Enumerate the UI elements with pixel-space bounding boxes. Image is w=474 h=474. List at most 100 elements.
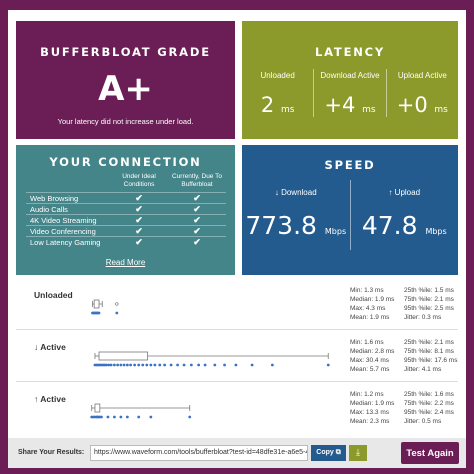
stat-median: Median: 1.9 ms <box>350 296 395 303</box>
connection-table: Under Ideal Conditions Currently, Due To… <box>26 173 226 247</box>
sample-point <box>223 363 226 367</box>
stat-jitter: Jitter: 0.5 ms <box>404 418 442 425</box>
check-icon: ✔ <box>193 204 201 214</box>
upload-label: ↑ Upload <box>388 188 421 197</box>
sample-point <box>145 363 149 367</box>
sample-point <box>197 363 201 367</box>
check-icon: ✔ <box>193 237 201 247</box>
row-label: Unloaded <box>34 290 73 300</box>
connection-title: YOUR CONNECTION <box>49 155 202 169</box>
stat-mean: Mean: 5.7 ms <box>350 366 390 373</box>
stat-max: Max: 13.3 ms <box>350 409 390 416</box>
sample-point <box>113 415 116 419</box>
sample-point <box>326 363 330 367</box>
sample-point <box>129 363 132 367</box>
latency-unit: ms <box>280 105 295 115</box>
results-page: BUFFERBLOAT GRADE A+ Your latency did no… <box>8 10 466 468</box>
sample-point <box>107 363 111 367</box>
sample-point <box>116 363 120 367</box>
copy-button[interactable]: Copy ⧉ <box>311 445 346 461</box>
connection-row: Low Latency Gaming ✔ ✔ <box>26 236 226 247</box>
sample-point <box>153 363 157 367</box>
stat-25th: 25th %ile: 1.6 ms <box>404 391 454 398</box>
grade-note: Your latency did not increase under load… <box>57 117 194 126</box>
latency-value: +4 <box>324 93 356 117</box>
sample-point <box>133 363 137 367</box>
read-more-link[interactable]: Read More <box>105 258 146 267</box>
check-icon: ✔ <box>193 215 201 225</box>
speed-download: ↓ Download 773.8 Mbps <box>242 180 350 250</box>
stat-25th: 25th %ile: 2.1 ms <box>404 339 454 346</box>
stat-jitter: Jitter: 4.1 ms <box>404 366 442 373</box>
stat-jitter: Jitter: 0.3 ms <box>404 314 442 321</box>
latency-unloaded: Unloaded 2 ms <box>242 69 313 117</box>
stat-mean: Mean: 2.3 ms <box>350 418 390 425</box>
download-icon[interactable]: ⤓ <box>349 445 367 461</box>
speed-title: SPEED <box>324 158 376 172</box>
activity-label: Video Conferencing <box>30 227 96 236</box>
latency-label: Download Active <box>320 71 380 80</box>
sample-point <box>169 363 173 367</box>
stat-mean: Mean: 1.9 ms <box>350 314 390 321</box>
stat-min: Min: 1.2 ms <box>350 391 384 398</box>
latency-unit: ms <box>362 105 376 115</box>
sample-point <box>270 363 274 367</box>
sample-point <box>113 363 116 367</box>
stat-75th: 75th %ile: 8.1 ms <box>404 348 454 355</box>
activity-label: Low Latency Gaming <box>30 238 101 247</box>
stat-75th: 75th %ile: 2.1 ms <box>404 296 454 303</box>
sample-point <box>141 363 145 367</box>
sample-point <box>213 363 217 367</box>
sample-point <box>250 363 254 367</box>
boxplot-download <box>93 351 330 367</box>
stat-median: Median: 2.8 ms <box>350 348 395 355</box>
sample-point <box>119 415 123 419</box>
latency-unit: ms <box>434 105 448 115</box>
sample-point <box>149 363 153 367</box>
check-icon: ✔ <box>135 215 143 225</box>
sample-point <box>176 363 179 367</box>
grade-title: BUFFERBLOAT GRADE <box>40 45 211 59</box>
latency-upload-active: Upload Active +0 ms <box>385 69 458 117</box>
latency-download-active: Download Active +4 ms <box>313 69 385 117</box>
speed-upload: ↑ Upload 47.8 Mbps <box>349 180 459 250</box>
activity-label: Web Browsing <box>30 194 79 203</box>
outlier-point <box>115 302 119 306</box>
test-again-button[interactable]: Test Again <box>401 442 459 464</box>
share-url-field[interactable]: https://www.waveform.com/tools/bufferblo… <box>90 445 308 461</box>
connection-row: Audio Calls ✔ ✔ <box>26 203 226 214</box>
sample-point <box>109 363 113 367</box>
stat-25th: 25th %ile: 1.5 ms <box>404 287 454 294</box>
sample-point <box>188 415 192 419</box>
sample-point <box>189 363 193 367</box>
upload-value: 47.8 <box>361 211 418 240</box>
check-icon: ✔ <box>135 226 143 236</box>
latency-label: Unloaded <box>260 71 295 80</box>
activity-label: Audio Calls <box>30 205 68 214</box>
sample-point <box>137 415 141 419</box>
activity-label: 4K Video Streaming <box>30 216 97 225</box>
grade-card: BUFFERBLOAT GRADE A+ Your latency did no… <box>16 21 235 139</box>
col-ideal-header: Under Ideal Conditions <box>122 173 156 188</box>
speed-unit: Mbps <box>425 227 447 236</box>
iqr-box <box>94 403 101 413</box>
sample-point <box>100 415 103 419</box>
sample-point <box>97 311 101 315</box>
speed-unit: Mbps <box>324 227 347 236</box>
stat-max: Max: 30.4 ms <box>350 357 390 364</box>
check-icon: ✔ <box>135 204 143 214</box>
sample-point <box>182 363 186 367</box>
latency-row-download: ↓ Active Min: 1.6 ms Median: 2.8 ms Max:… <box>16 334 458 382</box>
stat-median: Median: 1.9 ms <box>350 400 395 407</box>
latency-card: LATENCY Unloaded 2 ms Download Active +4… <box>242 21 458 139</box>
check-icon: ✔ <box>193 193 201 203</box>
stat-95th: 95th %ile: 2.4 ms <box>404 409 454 416</box>
download-value: 773.8 <box>245 211 317 240</box>
share-label: Share Your Results: <box>18 449 85 456</box>
sample-point <box>234 363 238 367</box>
connection-row: 4K Video Streaming ✔ ✔ <box>26 214 226 225</box>
col-current-header: Currently, Due To Bufferbloat <box>172 173 222 188</box>
latency-row-upload: ↑ Active Min: 1.2 ms Median: 1.9 ms Max:… <box>16 386 458 434</box>
sample-point <box>125 363 129 367</box>
grade-value: A+ <box>98 69 153 109</box>
